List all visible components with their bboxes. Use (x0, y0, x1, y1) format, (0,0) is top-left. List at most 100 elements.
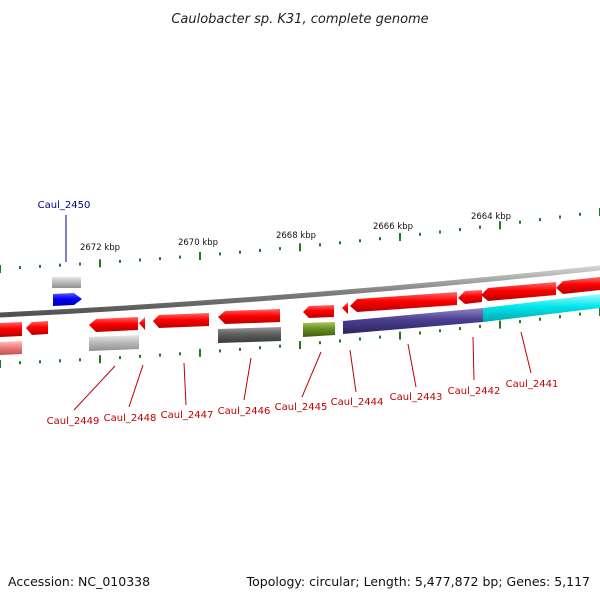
inner-tick (119, 356, 121, 360)
inner-tick (559, 315, 561, 319)
label-leaders (65, 215, 532, 411)
outer-tick (19, 266, 21, 269)
annotation-block[interactable] (483, 294, 600, 322)
outer-tick (59, 263, 61, 267)
outer-tick (459, 228, 461, 232)
outer-tick (499, 221, 501, 230)
kbp-label: 2668 kbp (276, 231, 316, 241)
inner-tick (79, 358, 81, 362)
gene-arrow-caul-2450[interactable] (53, 293, 82, 306)
kbp-label: 2666 kbp (373, 222, 413, 232)
gene-label[interactable]: Caul_2441 (506, 379, 559, 390)
inner-tick (399, 331, 401, 340)
outer-tick (279, 247, 281, 251)
kbp-label: 2664 kbp (471, 212, 511, 222)
kbp-scale: 2672 kbp 2670 kbp 2668 kbp 2666 kbp 2664… (80, 212, 511, 253)
gene-label[interactable]: Caul_2448 (104, 413, 157, 424)
gene-arrow[interactable] (0, 322, 22, 337)
gene-block[interactable] (52, 277, 81, 288)
outer-tick (519, 220, 521, 224)
kbp-label: 2672 kbp (80, 243, 120, 253)
annotation-block[interactable] (343, 308, 483, 334)
gene-arrow[interactable] (556, 277, 600, 294)
inner-tick (179, 352, 181, 356)
inner-tick (459, 327, 461, 331)
gene-arrow[interactable] (342, 302, 348, 314)
annotation-block[interactable] (89, 335, 139, 351)
gene-arrow[interactable] (481, 282, 556, 301)
outer-tick (539, 218, 541, 222)
gene-label[interactable]: Caul_2446 (218, 406, 271, 417)
gene-label-top[interactable]: Caul_2450 (38, 200, 91, 211)
outer-tick (439, 230, 441, 234)
inner-tick (479, 324, 481, 328)
kbp-label: 2670 kbp (178, 238, 218, 248)
inner-tick (39, 360, 41, 364)
inner-tick (419, 331, 421, 335)
inner-tick (139, 354, 141, 358)
leader-line (301, 351, 322, 398)
leader-line (183, 362, 187, 406)
outer-tick (479, 225, 481, 229)
inner-tick (259, 346, 261, 350)
outer-tick (419, 232, 421, 236)
leader-line (128, 364, 144, 408)
gene-label[interactable]: Caul_2447 (161, 410, 214, 421)
gene-arrow-track (0, 277, 600, 337)
inner-tick (439, 329, 441, 333)
outer-tick (559, 215, 561, 219)
gene-labels-bottom: Caul_2449 Caul_2448 Caul_2447 Caul_2446 … (47, 379, 559, 427)
inner-tick (379, 335, 381, 339)
inner-tick (519, 320, 521, 324)
annotation-block[interactable] (218, 327, 281, 343)
outer-tick (239, 250, 241, 254)
genome-summary-text: Topology: circular; Length: 5,477,872 bp… (246, 574, 590, 589)
outer-tick (219, 252, 221, 256)
gene-arrow[interactable] (26, 321, 48, 335)
annotation-block[interactable] (303, 322, 335, 337)
inner-tick (339, 339, 341, 343)
gene-label[interactable]: Caul_2449 (47, 416, 100, 427)
inner-tick (499, 320, 501, 329)
inner-tick (239, 347, 241, 351)
gene-label[interactable]: Caul_2445 (275, 402, 328, 413)
inner-tick (219, 349, 221, 353)
forward-strand-genes (52, 277, 82, 306)
gene-label[interactable]: Caul_2442 (448, 386, 501, 397)
outer-tick (399, 233, 401, 241)
gene-label[interactable]: Caul_2444 (331, 397, 384, 408)
gene-arrow[interactable] (458, 290, 482, 304)
outer-tick (199, 252, 201, 260)
leader-line (73, 365, 116, 411)
gene-arrow[interactable] (218, 309, 280, 324)
outer-tick (359, 239, 361, 243)
inner-tick (199, 348, 201, 357)
annotation-block[interactable] (0, 341, 22, 355)
outer-tick (299, 243, 301, 252)
leader-line (407, 343, 417, 388)
gene-arrow[interactable] (153, 313, 209, 328)
leader-line (472, 336, 475, 381)
leader-line (520, 331, 532, 374)
outer-tick (99, 259, 101, 268)
inner-tick (319, 341, 321, 345)
outer-tick (159, 257, 161, 261)
inner-tick (359, 337, 361, 341)
outer-tick (139, 258, 141, 262)
gene-arrow[interactable] (350, 292, 457, 312)
outer-tick (259, 248, 261, 252)
inner-tick (59, 359, 61, 363)
gene-label[interactable]: Caul_2443 (390, 392, 443, 403)
gene-arrow[interactable] (139, 317, 145, 330)
gene-arrow[interactable] (303, 305, 334, 318)
accession-text: Accession: NC_010338 (8, 574, 150, 589)
inner-tick (19, 361, 21, 365)
inner-tick (299, 341, 301, 349)
outer-tick (579, 212, 581, 216)
outer-tick (339, 241, 341, 245)
outer-tick (179, 255, 181, 259)
gene-arrow[interactable] (89, 317, 138, 332)
outer-tick (0, 265, 1, 273)
outer-tick (119, 259, 121, 263)
